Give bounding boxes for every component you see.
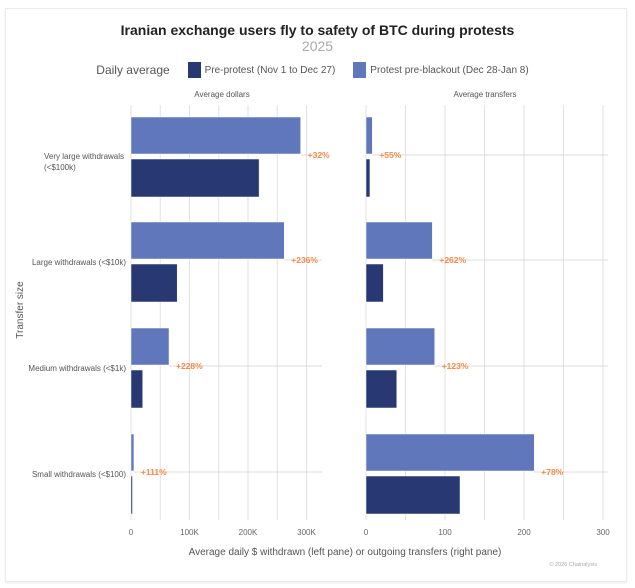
legend-swatch-protest [353,62,367,78]
chart-subtitle: 2025 [301,38,334,54]
bar-pre-protest [130,263,178,303]
bar-protest [130,327,170,366]
bar-protest [365,116,373,155]
bar-pre-protest [365,158,371,198]
bar-protest [365,433,535,472]
pane-title: Average dollars [194,90,249,99]
chart-card [5,8,627,582]
bar-protest [130,221,285,260]
legend-item-protest: Protest pre-blackout (Dec 28-Jan 8) [353,62,529,78]
bar-protest [365,327,435,366]
bar-protest [365,221,433,260]
category-label: Medium withdrawals (<$1k) [28,364,126,373]
change-label: +32% [308,150,330,160]
change-label: +262% [439,255,466,265]
chart-title: Iranian exchange users fly to safety of … [120,22,515,38]
category-label: (<$100k) [44,163,76,172]
x-tick-label: 300 [596,528,610,537]
change-label: +111% [141,467,167,477]
legend-swatch-pre [187,62,201,78]
change-label: +55% [379,150,401,160]
x-tick-label: 200K [239,528,258,537]
bar-pre-protest [130,369,143,409]
change-label: +228% [176,361,203,371]
x-tick-label: 100 [438,528,452,537]
category-label: Large withdrawals (<$10k) [32,258,126,267]
category-label: Small withdrawals (<$100) [32,470,126,479]
x-tick-label: 0 [364,528,369,537]
change-label: +123% [442,361,469,371]
bar-protest [130,116,301,155]
legend-item-pre: Pre-protest (Nov 1 to Dec 27) [187,62,336,78]
bar-pre-protest [365,475,461,515]
legend-label-pre: Pre-protest (Nov 1 to Dec 27) [204,64,336,76]
category-label: Very large withdrawals [44,152,124,161]
x-tick-label: 200 [517,528,531,537]
x-tick-label: 100K [180,528,199,537]
legend: Daily average Pre-protest (Nov 1 to Dec … [0,62,635,78]
credit: © 2026 Chainalysis [550,561,598,568]
x-axis-title: Average daily $ withdrawn (left pane) or… [189,547,502,558]
change-label: +236% [291,255,318,265]
bar-pre-protest [365,263,384,303]
bar-pre-protest [130,475,133,515]
x-tick-label: 300K [297,528,316,537]
legend-title: Daily average [96,63,170,77]
x-tick-label: 0 [129,528,134,537]
y-axis-title: Transfer size [15,281,26,339]
change-label: +78% [541,467,563,477]
pane-title: Average transfers [454,90,517,99]
legend-label-protest: Protest pre-blackout (Dec 28-Jan 8) [370,64,529,76]
bar-pre-protest [365,369,398,409]
bar-protest [130,433,135,472]
bar-pre-protest [130,158,260,198]
